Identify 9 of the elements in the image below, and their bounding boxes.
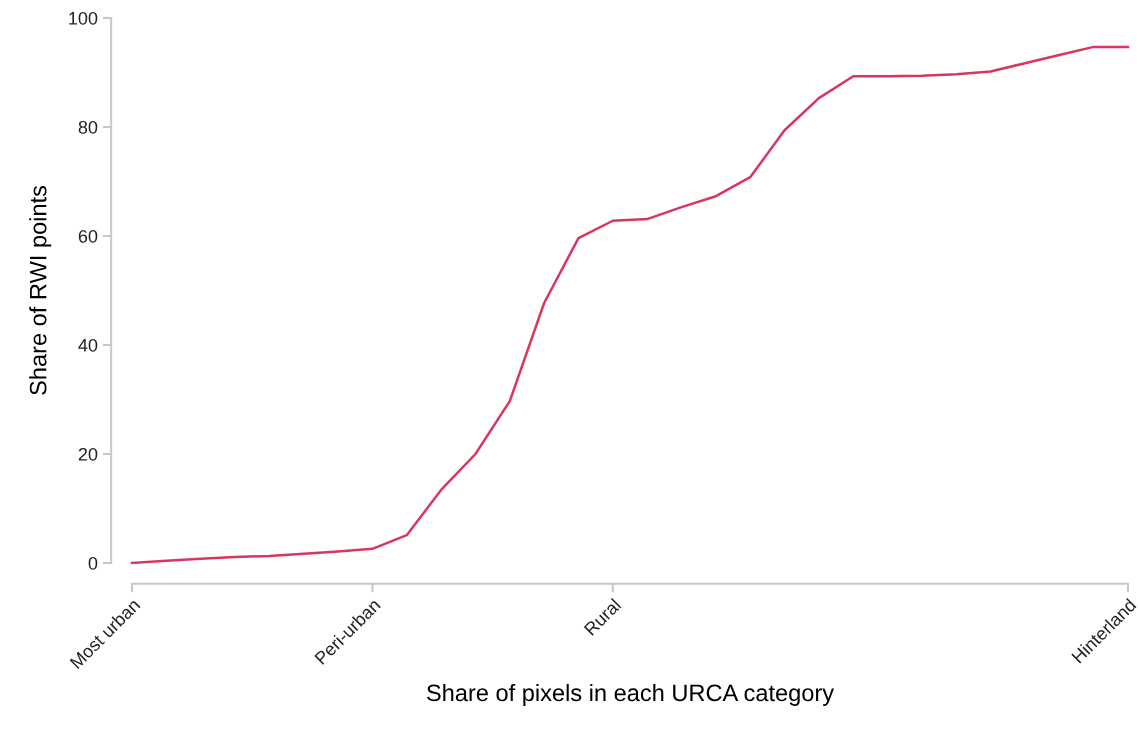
x-axis-title: Share of pixels in each URCA category [427,683,835,706]
y-tick-label: 40 [78,338,98,352]
y-tick-label: 60 [78,229,98,243]
y-axis-title: Share of RWI points [29,185,52,395]
y-tick-label: 80 [78,120,98,134]
line-series [130,45,1130,565]
y-tick-label: 20 [78,447,98,461]
y-tick-label: 0 [88,556,98,570]
y-tick-label: 100 [69,11,98,25]
